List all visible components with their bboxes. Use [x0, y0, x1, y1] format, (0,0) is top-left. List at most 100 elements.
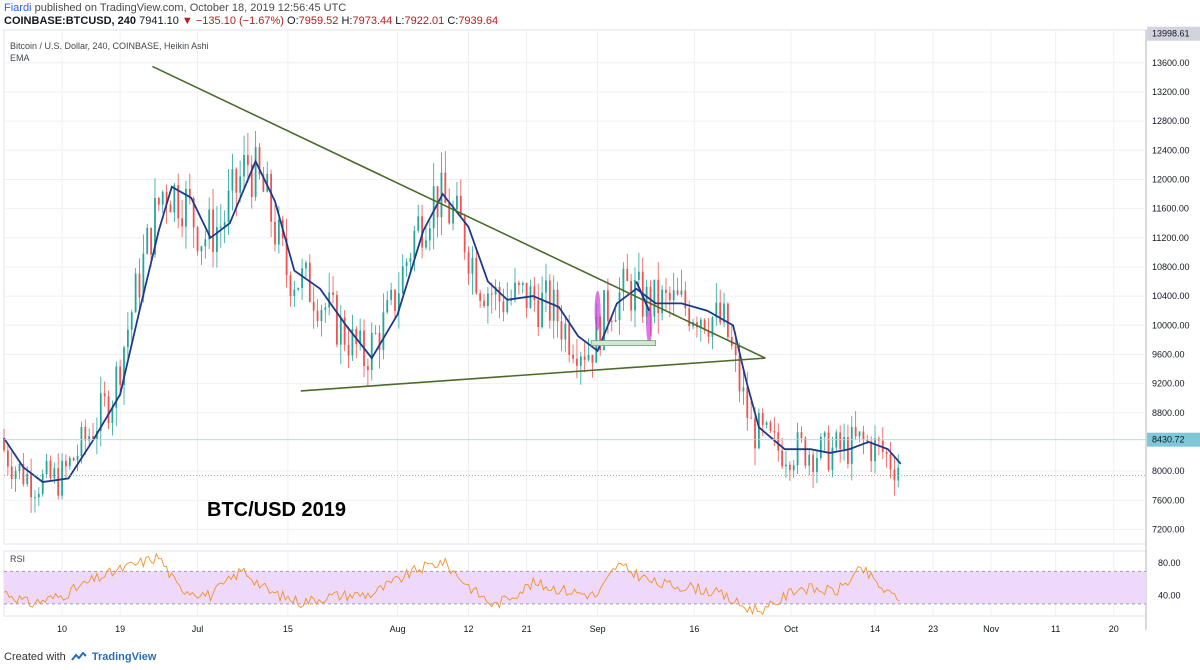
- candle-body: [862, 431, 865, 440]
- candle-body: [157, 197, 160, 205]
- candle-body: [126, 329, 129, 348]
- candle-body: [115, 366, 118, 408]
- candle-body: [781, 450, 784, 467]
- footer: Created with TradingView: [4, 651, 156, 663]
- candle-body: [788, 464, 791, 471]
- candle-body: [72, 458, 75, 461]
- candle-body: [819, 436, 822, 458]
- candle-body: [765, 422, 768, 425]
- candle-body: [212, 209, 214, 252]
- candle-body: [568, 323, 571, 355]
- y-tick-label: 13200.00: [1152, 87, 1190, 97]
- candle-body: [328, 292, 331, 308]
- candle-body: [208, 209, 211, 240]
- y-tick-label: 8000.00: [1152, 466, 1185, 476]
- candle-body: [548, 280, 551, 321]
- candle-body: [169, 204, 172, 213]
- candle-body: [6, 450, 9, 467]
- x-tick-label: Jul: [192, 624, 204, 634]
- candle-body: [579, 356, 582, 366]
- candle-body: [727, 303, 729, 338]
- magenta-ellipse: [594, 290, 601, 331]
- candle-body: [26, 473, 29, 485]
- ohlc-line: COINBASE:BTCUSD, 240 7941.10 ▼ −135.10 (…: [4, 15, 498, 27]
- magenta-ellipse: [646, 307, 653, 344]
- candle-body: [591, 354, 594, 363]
- candle-body: [428, 228, 431, 241]
- low-value: 7922.01: [404, 15, 445, 27]
- candle-body: [672, 290, 675, 301]
- trendline-upper: [152, 65, 766, 359]
- y-tick-label: 11600.00: [1152, 204, 1189, 214]
- candle-body: [84, 426, 87, 441]
- candle-body: [219, 226, 222, 228]
- candle-body: [738, 355, 741, 392]
- candle-body: [463, 216, 466, 253]
- x-tick-label: 23: [928, 624, 938, 634]
- candle-body: [893, 469, 896, 481]
- candle-body: [297, 287, 300, 290]
- candle-body: [366, 366, 369, 371]
- candle-body: [223, 221, 226, 227]
- author-link[interactable]: Fiardi: [4, 2, 32, 14]
- y-tick-label: 7600.00: [1152, 495, 1185, 505]
- price-pane: [3, 29, 1147, 545]
- symbol-label: COINBASE:BTCUSD, 240: [4, 15, 137, 27]
- candle-body: [301, 268, 303, 288]
- candle-body: [757, 412, 760, 449]
- candle-body: [405, 261, 408, 267]
- candle-body: [386, 299, 389, 313]
- top-price-label: 13998.61: [1152, 29, 1190, 39]
- candle-body: [715, 302, 718, 318]
- candle-body: [881, 440, 884, 452]
- candle-body: [332, 292, 334, 295]
- candle-body: [417, 216, 420, 231]
- candle-body: [490, 293, 493, 295]
- candle-body: [266, 173, 269, 192]
- candle-body: [703, 319, 706, 331]
- candle-body: [676, 290, 679, 295]
- candle-body: [142, 253, 145, 298]
- x-tick-label: Sep: [590, 624, 606, 634]
- chart-title: Bitcoin / U.S. Dollar, 240, COINBASE, He…: [10, 41, 209, 51]
- candle-body: [401, 266, 404, 294]
- candle-body: [3, 438, 5, 451]
- candle-body: [103, 393, 106, 397]
- candle-body: [165, 191, 168, 205]
- candle-body: [827, 432, 830, 470]
- x-tick-label: 15: [283, 624, 293, 634]
- tradingview-logo-icon: [71, 652, 87, 661]
- candle-body: [336, 294, 338, 345]
- y-tick-label: 11200.00: [1152, 233, 1189, 243]
- candle-body: [854, 426, 857, 437]
- blue-arrow-icon: [635, 281, 651, 312]
- tradingview-brand[interactable]: TradingView: [91, 651, 157, 663]
- candle-body: [885, 451, 888, 454]
- candle-body: [68, 458, 71, 467]
- candle-body: [754, 418, 756, 449]
- x-tick-label: Oct: [784, 624, 799, 634]
- created-with-text: Created with: [4, 651, 66, 663]
- candle-body: [351, 328, 354, 356]
- candle-body: [413, 230, 416, 259]
- candle-body: [231, 169, 234, 191]
- candle-body: [649, 286, 652, 317]
- candle-body: [545, 280, 547, 293]
- rsi-tick-label: 80.00: [1158, 558, 1181, 568]
- y-tick-label: 10000.00: [1152, 320, 1190, 330]
- candle-body: [812, 454, 814, 473]
- y-tick-label: 10800.00: [1152, 262, 1190, 272]
- candle-body: [305, 262, 307, 269]
- candle-body: [816, 457, 818, 473]
- candle-body: [80, 426, 83, 457]
- candle-body: [448, 203, 451, 224]
- candle-body: [839, 432, 842, 450]
- candle-body: [525, 282, 528, 309]
- annotation-text: BTC/USD 2019: [207, 499, 346, 521]
- rsi-title: RSI: [10, 554, 25, 564]
- candle-body: [34, 497, 36, 499]
- candle-body: [289, 275, 292, 297]
- candle-body: [874, 438, 876, 462]
- candle-body: [444, 172, 447, 204]
